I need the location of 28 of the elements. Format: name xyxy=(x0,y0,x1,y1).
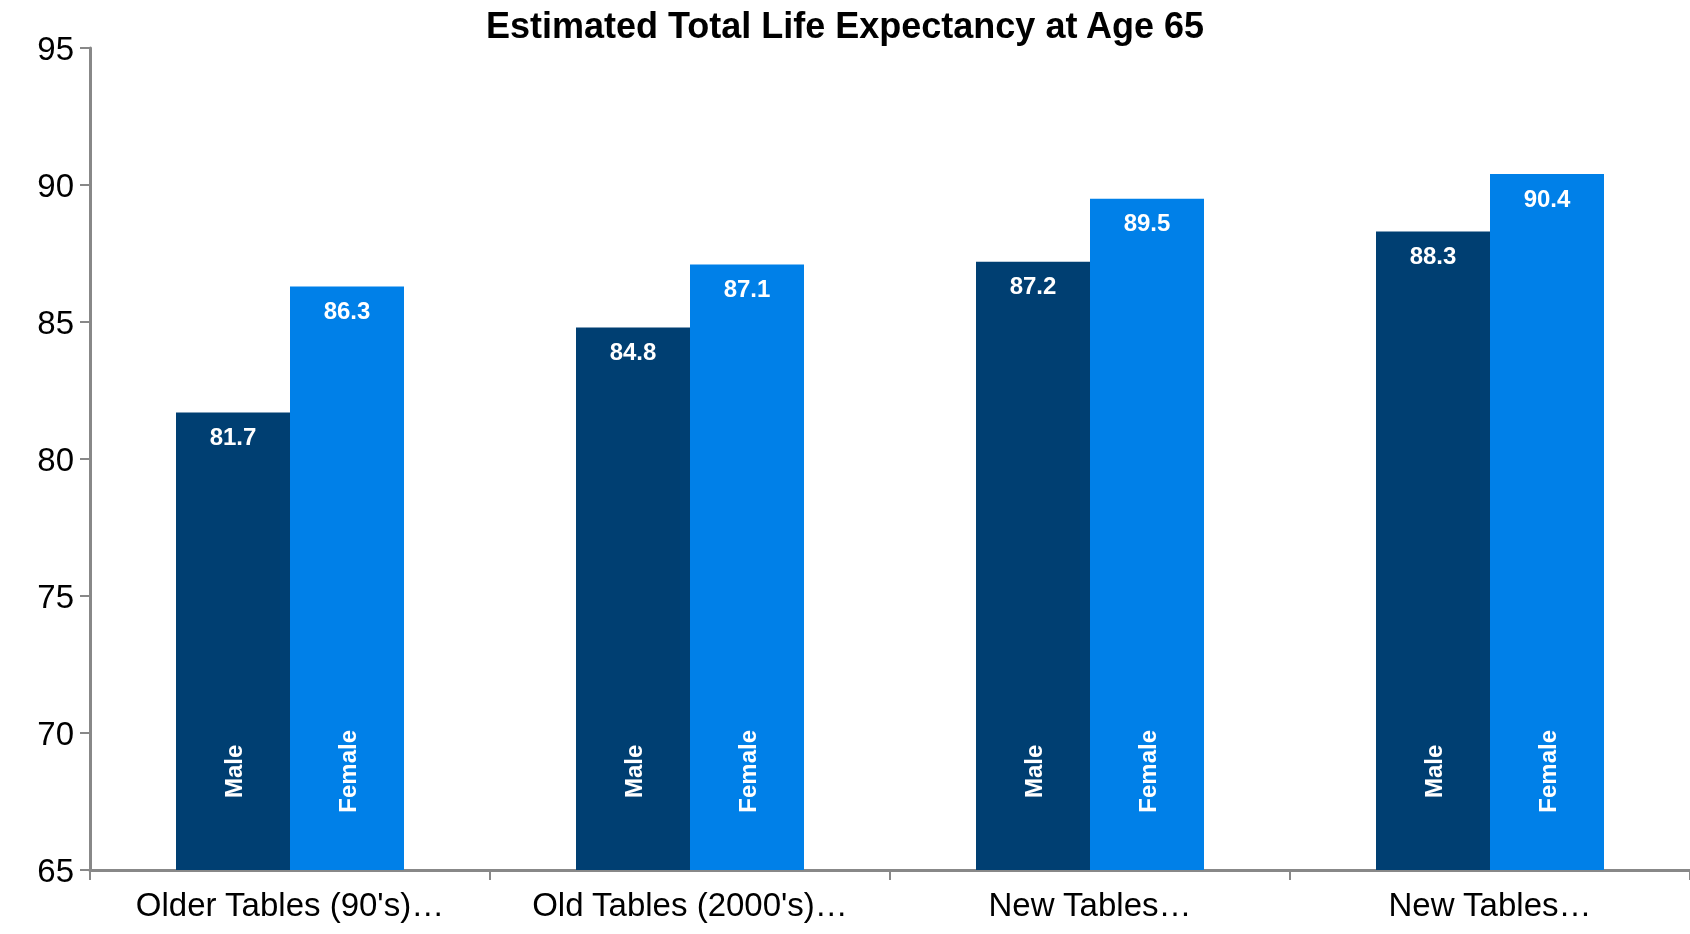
data-label: 86.3 xyxy=(323,296,371,324)
data-label: 84.8 xyxy=(609,337,657,365)
data-label: 88.3 xyxy=(1409,242,1457,270)
data-label: 90.4 xyxy=(1523,184,1571,212)
data-label: 81.7 xyxy=(209,422,257,450)
text: Male xyxy=(1419,744,1447,799)
x-tick-label: New Tables… xyxy=(1388,886,1592,923)
x-tick-label: Older Tables (90's)… xyxy=(135,886,445,923)
y-tick-label: 65 xyxy=(37,851,74,889)
text: Female xyxy=(1533,730,1561,813)
chart-title: Estimated Total Life Expectancy at Age 65 xyxy=(485,4,1205,46)
text: Male xyxy=(1019,744,1047,799)
x-tick-label: Old Tables (2000's)… xyxy=(532,886,848,923)
y-tick-label: 90 xyxy=(37,166,74,204)
data-label: 87.2 xyxy=(1009,272,1057,300)
y-tick-label: 95 xyxy=(37,29,74,67)
y-tick-label: 70 xyxy=(37,714,74,752)
y-tick-label: 75 xyxy=(37,577,74,615)
text: Male xyxy=(619,744,647,799)
series-label: Male xyxy=(219,744,247,799)
data-label: 89.5 xyxy=(1123,209,1171,237)
text: Female xyxy=(733,730,761,813)
x-tick-label: New Tables… xyxy=(988,886,1192,923)
data-label: 87.1 xyxy=(723,274,771,302)
text: Female xyxy=(1133,730,1161,813)
series-label: Female xyxy=(333,730,361,813)
y-tick-label: 85 xyxy=(37,303,74,341)
y-tick-label: 80 xyxy=(37,440,74,478)
